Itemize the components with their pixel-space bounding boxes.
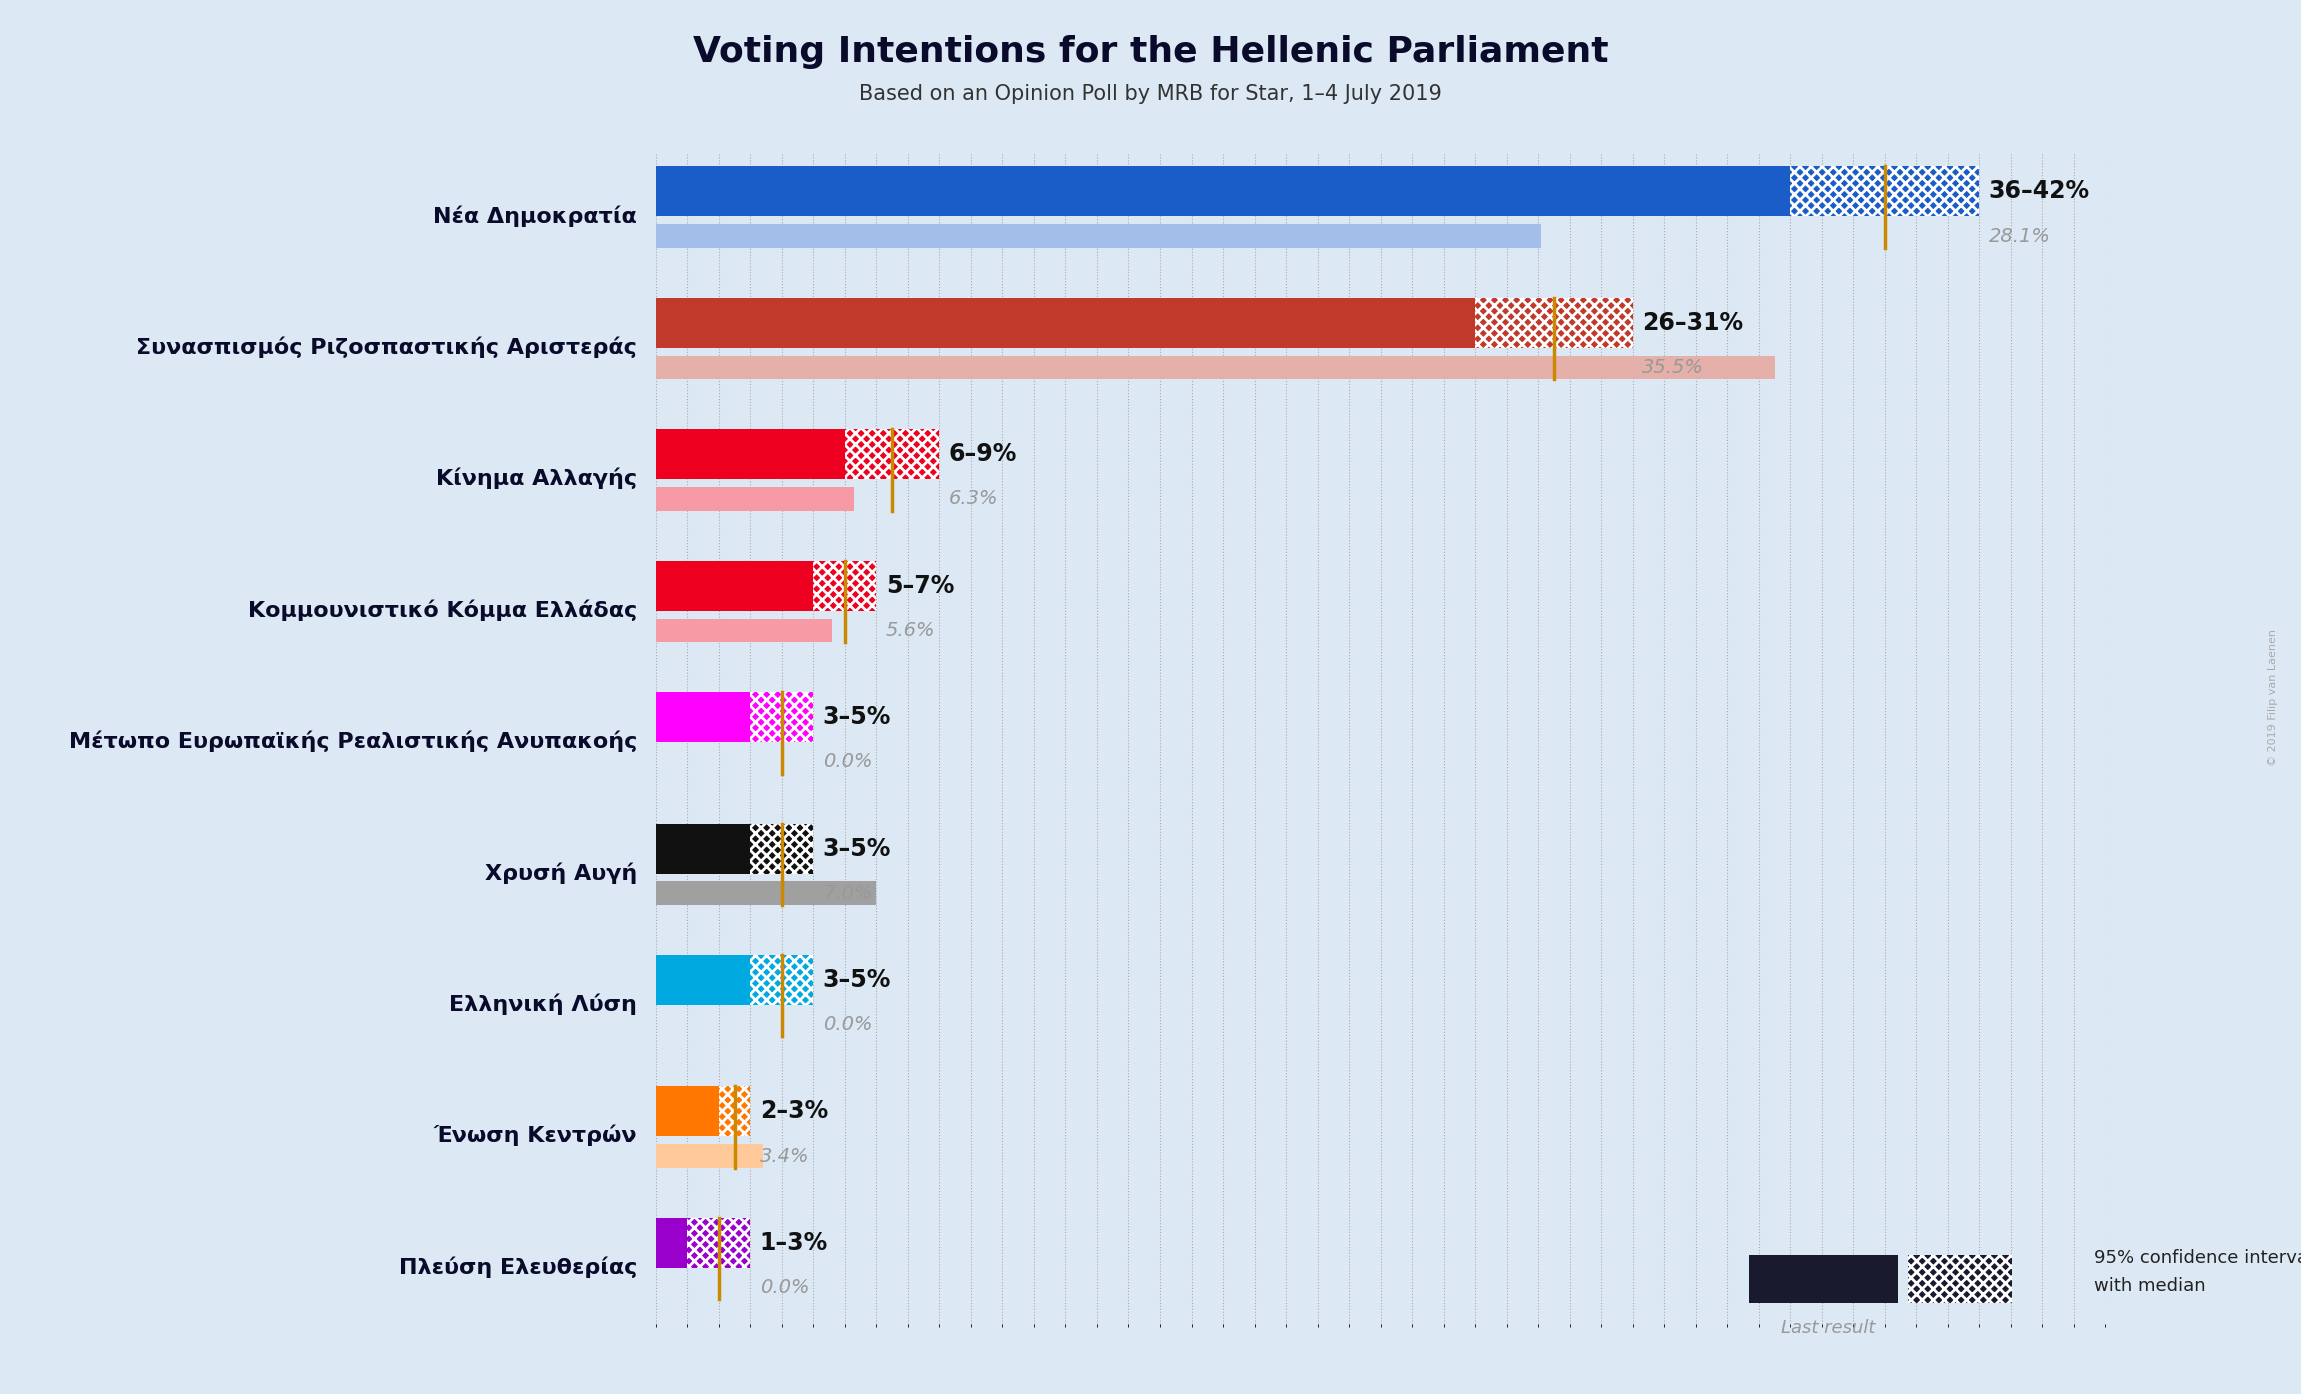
Bar	[688, 1218, 750, 1267]
Text: 3.4%: 3.4%	[759, 1147, 810, 1165]
Bar	[1475, 298, 1634, 348]
Bar	[656, 166, 1790, 216]
Text: 95% confidence interval: 95% confidence interval	[2094, 1249, 2301, 1267]
Text: 0.0%: 0.0%	[824, 753, 872, 771]
Bar	[656, 824, 750, 874]
Text: Last result: Last result	[1781, 1320, 1875, 1337]
Text: 0.0%: 0.0%	[824, 1015, 872, 1034]
Bar	[656, 955, 750, 1005]
Bar	[656, 429, 844, 480]
Text: 6.3%: 6.3%	[948, 489, 999, 509]
Bar	[656, 355, 1774, 379]
Text: 36–42%: 36–42%	[1988, 180, 2089, 204]
Bar	[656, 619, 833, 643]
Text: 28.1%: 28.1%	[1988, 227, 2050, 245]
Bar	[656, 1144, 764, 1168]
Bar	[750, 824, 812, 874]
Text: © 2019 Filip van Laenen: © 2019 Filip van Laenen	[2269, 629, 2278, 765]
Bar	[718, 1086, 750, 1136]
Text: 5.6%: 5.6%	[886, 620, 934, 640]
Bar	[656, 881, 877, 905]
Text: 1–3%: 1–3%	[759, 1231, 828, 1255]
Bar	[656, 693, 750, 742]
Bar	[750, 693, 812, 742]
Text: 2–3%: 2–3%	[759, 1100, 828, 1124]
Bar	[656, 298, 1475, 348]
Text: 6–9%: 6–9%	[948, 442, 1017, 467]
Text: 3–5%: 3–5%	[824, 967, 890, 993]
Text: 3–5%: 3–5%	[824, 836, 890, 860]
Bar	[750, 955, 812, 1005]
Bar	[656, 1218, 688, 1267]
Text: 26–31%: 26–31%	[1643, 311, 1744, 335]
Text: 5–7%: 5–7%	[886, 574, 955, 598]
Text: with median: with median	[2094, 1277, 2207, 1295]
Bar	[656, 560, 812, 611]
Bar	[656, 1086, 718, 1136]
Text: 7.0%: 7.0%	[824, 884, 872, 903]
Bar	[1790, 166, 1979, 216]
Text: 3–5%: 3–5%	[824, 705, 890, 729]
Text: Based on an Opinion Poll by MRB for Star, 1–4 July 2019: Based on an Opinion Poll by MRB for Star…	[858, 84, 1443, 103]
Bar	[812, 560, 877, 611]
Bar	[656, 224, 1542, 248]
Text: 0.0%: 0.0%	[759, 1278, 810, 1296]
Text: 35.5%: 35.5%	[1643, 358, 1705, 376]
Bar	[844, 429, 939, 480]
Bar	[656, 487, 854, 510]
Text: Voting Intentions for the Hellenic Parliament: Voting Intentions for the Hellenic Parli…	[693, 35, 1608, 68]
